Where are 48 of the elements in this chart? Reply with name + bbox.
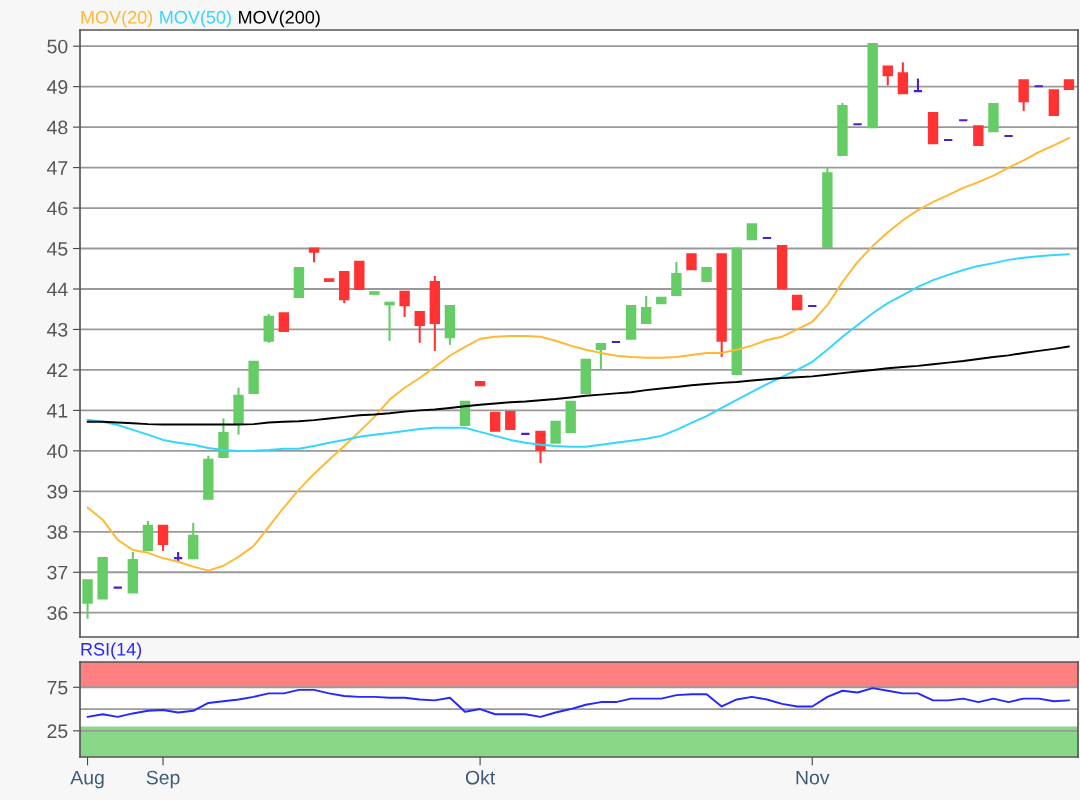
candlestick (459, 400, 471, 426)
candlestick (973, 125, 984, 146)
candlestick (671, 260, 682, 297)
x-tick-label: Nov (796, 770, 830, 785)
y-tick-label: 49 (47, 80, 68, 94)
candlestick (218, 417, 229, 458)
candlestick (414, 311, 425, 344)
candlestick (535, 430, 546, 465)
x-tick-label: Okt (465, 770, 496, 785)
text: MOV(200) (239, 10, 320, 28)
x-tick-label: Aug (70, 770, 104, 789)
y-tick-label: 48 (47, 120, 68, 135)
y-tick-label: 41 (47, 404, 68, 418)
candlestick (188, 521, 199, 560)
candlestick (882, 65, 893, 87)
y-tick-label: 25 (47, 724, 68, 739)
y-tick-label: 50 (47, 39, 68, 54)
candlestick (157, 524, 169, 552)
text: MOV(50) (160, 10, 231, 28)
y-tick-label: 45 (47, 242, 68, 256)
candlestick (550, 420, 561, 444)
text: RSI(14) (81, 642, 142, 660)
y-tick-label: 40 (47, 444, 68, 459)
line-series (86, 137, 1070, 572)
candlestick (82, 579, 93, 620)
candlestick (641, 294, 652, 325)
candlestick (595, 342, 607, 371)
candlestick (399, 290, 410, 318)
candlestick (384, 301, 395, 342)
y-tick-label: 46 (47, 201, 68, 216)
y-tick-label: 42 (47, 363, 68, 377)
y-tick-label: 39 (47, 484, 68, 499)
candlestick (1018, 79, 1029, 112)
candlestick (490, 411, 501, 432)
text: MOV(20) (81, 10, 153, 28)
y-tick-label: 47 (47, 161, 68, 175)
y-tick-label: 37 (47, 565, 68, 580)
candlestick (263, 313, 274, 344)
line-series (86, 253, 1070, 452)
y-tick-label: 75 (47, 680, 68, 695)
y-tick-label: 44 (47, 282, 68, 297)
line-series (86, 345, 1070, 426)
y-tick-label: 43 (47, 322, 68, 337)
y-tick-label: 38 (47, 525, 68, 540)
x-tick-label: Sep (146, 770, 180, 789)
line-series (86, 687, 1070, 718)
y-tick-label: 36 (47, 606, 68, 620)
candlestick (897, 61, 909, 95)
